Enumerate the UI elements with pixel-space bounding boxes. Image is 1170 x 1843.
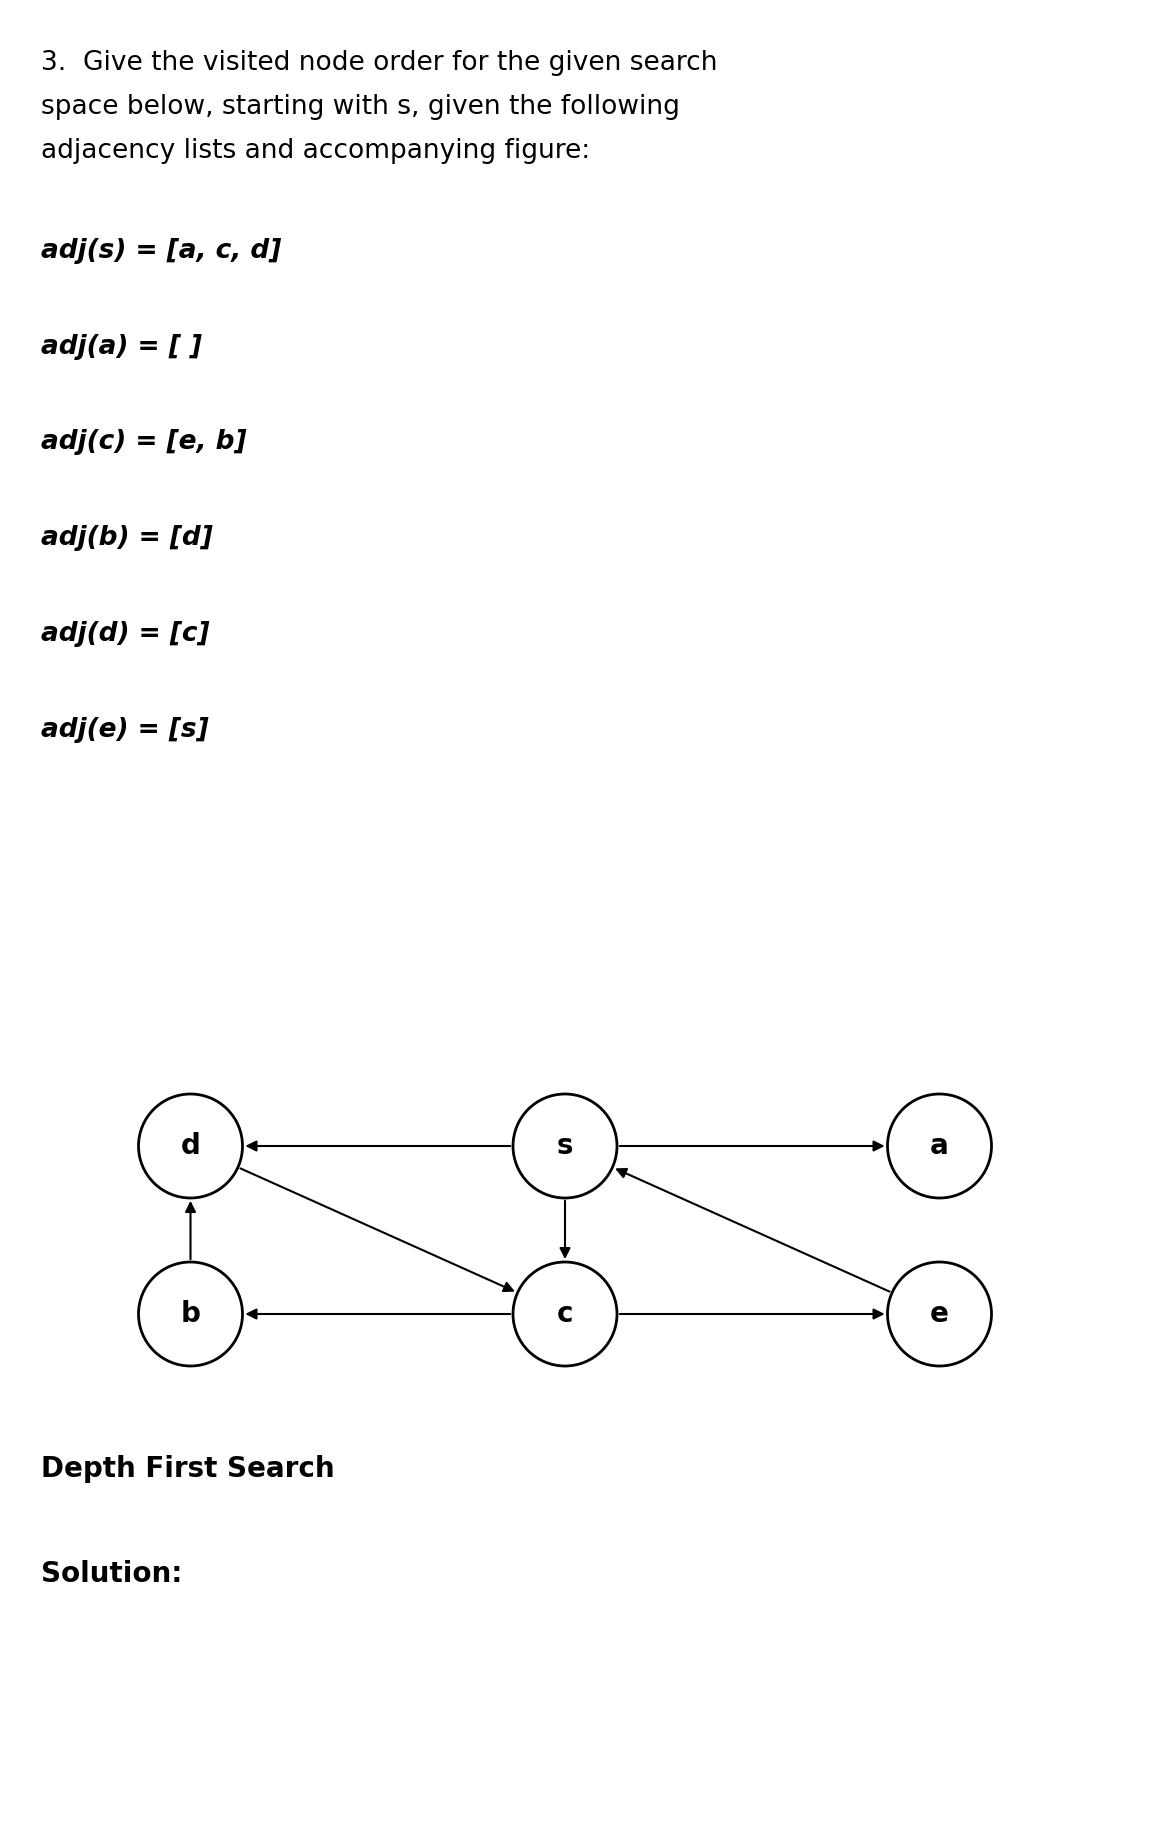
Text: Depth First Search: Depth First Search (41, 1454, 335, 1484)
Text: adj(c) = [e, b]: adj(c) = [e, b] (41, 429, 247, 455)
Text: space below, starting with s, given the following: space below, starting with s, given the … (41, 94, 680, 120)
Text: a: a (930, 1132, 949, 1159)
Ellipse shape (512, 1262, 617, 1366)
Text: adj(d) = [c]: adj(d) = [c] (41, 621, 209, 647)
Text: adjacency lists and accompanying figure:: adjacency lists and accompanying figure: (41, 138, 590, 164)
Ellipse shape (512, 1095, 617, 1198)
Text: e: e (930, 1299, 949, 1329)
Text: d: d (180, 1132, 200, 1159)
Ellipse shape (888, 1095, 991, 1198)
Ellipse shape (888, 1262, 991, 1366)
Text: c: c (557, 1299, 573, 1329)
Ellipse shape (138, 1262, 242, 1366)
Ellipse shape (138, 1095, 242, 1198)
Text: Solution:: Solution: (41, 1559, 183, 1589)
Text: adj(b) = [d]: adj(b) = [d] (41, 525, 213, 551)
Text: adj(s) = [a, c, d]: adj(s) = [a, c, d] (41, 238, 281, 264)
Text: adj(a) = [ ]: adj(a) = [ ] (41, 334, 201, 359)
Text: b: b (180, 1299, 200, 1329)
Text: s: s (557, 1132, 573, 1159)
Text: 3.  Give the visited node order for the given search: 3. Give the visited node order for the g… (41, 50, 717, 76)
Text: adj(e) = [s]: adj(e) = [s] (41, 717, 208, 743)
